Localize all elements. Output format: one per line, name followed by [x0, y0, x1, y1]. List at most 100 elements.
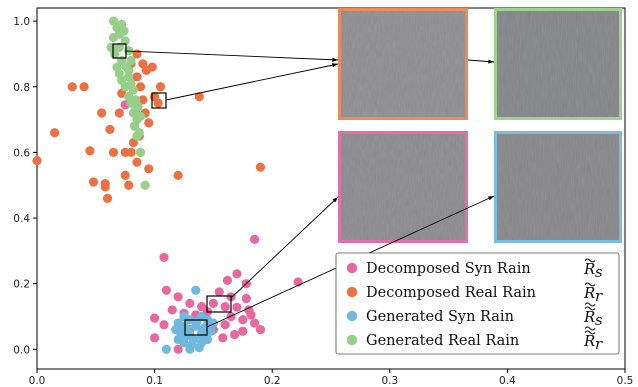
data-point	[79, 82, 89, 92]
legend-marker	[346, 334, 358, 346]
legend-symbol: R	[583, 308, 595, 326]
data-point	[181, 331, 191, 341]
arrow-head	[332, 57, 338, 62]
y-tick-label: 0.4	[13, 213, 30, 225]
legend-label: Generated Syn Rain	[366, 309, 514, 325]
arrow-head	[488, 196, 494, 201]
data-point	[167, 305, 177, 315]
x-tick-label: 0.2	[264, 375, 281, 387]
plot-frame	[36, 7, 626, 370]
legend-symbol: R	[583, 332, 595, 350]
data-point	[97, 108, 107, 118]
zoom-arrow	[230, 196, 339, 299]
data-point	[124, 65, 134, 75]
axes: 0.0 0.1 0.2 0.3 0.4 0.5 0.0 0.2 0.4 0.6 0.8 1.0	[13, 7, 634, 387]
data-point	[114, 42, 124, 52]
inset-texture	[494, 131, 622, 243]
data-point	[249, 234, 260, 244]
data-point	[132, 72, 142, 82]
data-point	[229, 329, 240, 340]
data-point	[131, 105, 141, 115]
data-point	[132, 157, 142, 167]
data-point	[135, 82, 146, 92]
data-point	[194, 343, 204, 353]
data-point	[173, 344, 183, 354]
data-point	[135, 147, 146, 157]
data-point	[255, 325, 266, 335]
data-point	[114, 108, 124, 118]
legend-label: Decomposed Syn Rain	[366, 261, 531, 277]
data-point	[159, 320, 169, 330]
y-tick-label: 0.8	[13, 82, 30, 94]
legend-symbol-tilde	[584, 302, 596, 307]
inset-syn-decomposed	[338, 131, 468, 243]
legend-symbol: R	[583, 260, 595, 278]
data-point	[108, 32, 119, 43]
data-point	[120, 82, 130, 92]
data-point	[238, 326, 248, 336]
data-point	[194, 92, 204, 102]
zoom-arrow	[125, 50, 339, 61]
legend-symbol-tilde	[584, 306, 596, 311]
legend-label: Decomposed Real Rain	[366, 285, 536, 301]
data-point	[220, 320, 230, 330]
data-point	[222, 275, 233, 285]
zoom-arrow	[165, 63, 339, 101]
data-point	[105, 124, 115, 135]
data-point	[173, 170, 183, 180]
data-point	[150, 313, 160, 323]
legend-symbol-subscript: r	[595, 335, 603, 353]
data-point	[241, 293, 251, 304]
data-point	[232, 269, 242, 279]
data-point	[191, 285, 201, 295]
zoom-insets	[338, 8, 622, 243]
data-point	[197, 331, 207, 341]
inset-border	[494, 131, 622, 243]
data-point	[128, 85, 139, 95]
data-point	[126, 98, 136, 108]
inset-border	[338, 131, 468, 243]
data-point	[138, 95, 148, 105]
inset-texture	[338, 131, 468, 243]
data-point	[141, 65, 151, 75]
data-point	[130, 121, 140, 131]
legend-marker	[346, 286, 358, 298]
arrow-head	[488, 59, 494, 64]
data-point	[102, 193, 113, 203]
data-point	[85, 146, 95, 156]
inset-border	[338, 8, 468, 120]
inset-texture	[338, 8, 468, 120]
data-point	[218, 333, 228, 343]
data-point	[185, 344, 195, 354]
data-point	[126, 55, 136, 66]
inset-border	[494, 8, 622, 120]
legend-label: Generated Real Rain	[366, 333, 519, 349]
data-point	[220, 302, 230, 312]
data-point	[32, 156, 42, 166]
data-point	[144, 118, 154, 128]
data-point	[126, 147, 136, 157]
data-point	[155, 82, 166, 92]
inset-syn-generated	[494, 131, 622, 243]
x-tick-label: 0.5	[617, 375, 634, 387]
legend-symbol-tilde	[584, 326, 596, 331]
data-point	[246, 310, 256, 320]
data-point	[124, 180, 134, 190]
data-point	[208, 298, 218, 308]
data-point	[249, 318, 260, 328]
x-tick-label: 0.0	[29, 375, 46, 387]
inset-real-generated	[494, 8, 622, 120]
data-point	[214, 287, 224, 297]
data-point	[120, 36, 130, 46]
data-point	[88, 177, 99, 187]
legend-symbol-tilde	[584, 282, 596, 287]
data-point	[161, 344, 171, 354]
arrow-head	[332, 63, 338, 68]
zoom-box	[151, 92, 167, 109]
legend-symbol-subscript: s	[595, 263, 603, 281]
data-point	[161, 285, 171, 295]
data-points	[32, 16, 303, 354]
data-point	[188, 334, 199, 345]
